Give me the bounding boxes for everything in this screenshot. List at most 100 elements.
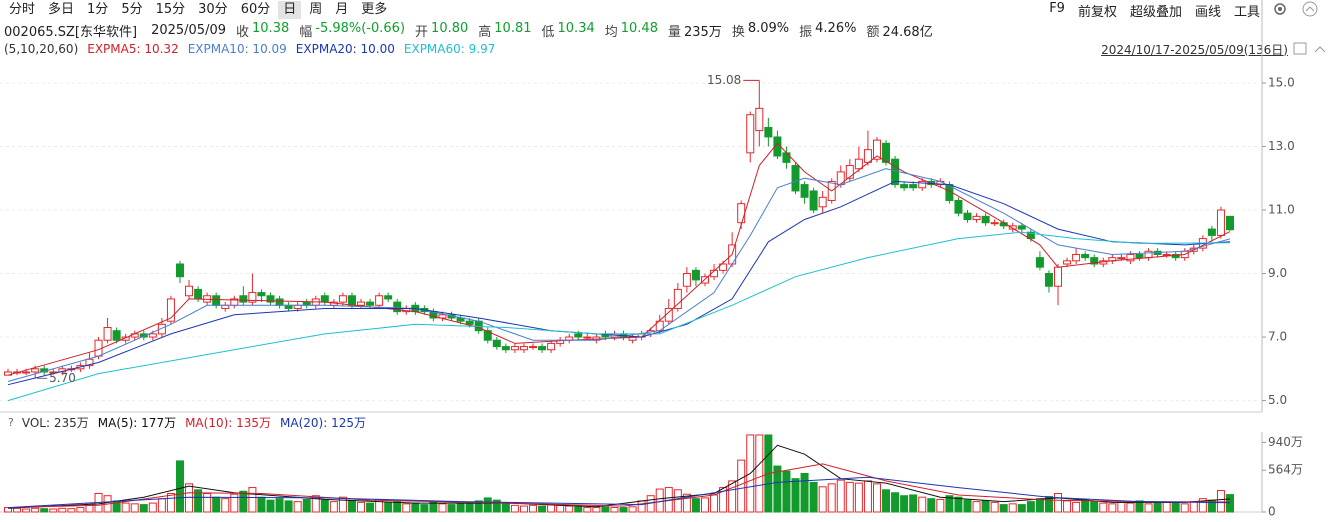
candle-body <box>1216 209 1225 236</box>
candle-body <box>1026 231 1035 240</box>
volume-bar <box>266 499 275 513</box>
volume-bar <box>1171 502 1180 513</box>
volume-bar <box>212 496 221 513</box>
period-tabs: 分时 多日 1分 5分 15分 30分 60分日周月更多 <box>0 1 395 19</box>
volume-bar <box>1108 503 1117 513</box>
volume-bar <box>185 483 194 513</box>
volume-bar <box>402 503 411 513</box>
volume-bar <box>67 508 76 513</box>
volume-bar <box>329 501 338 513</box>
y-tick-label: 5.0 <box>1268 393 1287 407</box>
volume-bar <box>438 503 447 513</box>
volume-bar <box>519 505 528 513</box>
line-series <box>7 444 1231 509</box>
tool-button[interactable]: 工具 <box>1233 4 1260 20</box>
volume-bar <box>1017 504 1026 513</box>
volume-bar <box>1144 503 1153 513</box>
period-tab[interactable]: 1分 <box>87 2 109 17</box>
help-icon[interactable]: ? <box>8 415 14 429</box>
volume-bar <box>311 495 320 513</box>
legend-entry: MA(5): 177万 <box>97 415 177 430</box>
period-tab[interactable]: 60分 <box>240 2 271 17</box>
up-icon[interactable] <box>1314 46 1326 53</box>
volume-bar <box>501 503 510 513</box>
period-tab[interactable]: 周 <box>309 2 323 17</box>
volume-bar <box>673 489 682 513</box>
quote-value: 10.48 <box>620 20 658 36</box>
quote-value: 10.38 <box>252 20 290 36</box>
volume-bar <box>1226 494 1234 513</box>
volume-bar <box>981 500 990 513</box>
candle-body <box>347 295 356 306</box>
quote-fields: 收 10.38 幅 -5.98%(-0.66) 开 10.80 高 10.81 低 10.34 均 1… <box>226 21 933 40</box>
candle-body <box>1090 257 1099 265</box>
period-tab[interactable]: 15分 <box>155 2 186 17</box>
volume-bar <box>1117 501 1126 513</box>
candle-body <box>22 371 31 374</box>
period-tab[interactable]: 5分 <box>121 2 143 17</box>
candle-body <box>918 180 927 189</box>
candle-body <box>755 107 764 132</box>
candle-body <box>791 165 800 192</box>
volume-bar <box>13 507 22 513</box>
tool-button[interactable]: 超级叠加 <box>1129 4 1182 20</box>
period-tab[interactable]: 多日 <box>48 2 75 17</box>
candle-body <box>1017 225 1026 230</box>
period-tab[interactable]: 日 <box>278 1 302 19</box>
tool-button[interactable]: 前复权 <box>1077 4 1117 20</box>
candle-body <box>185 285 194 297</box>
gear-center <box>1278 7 1282 11</box>
volume-bar <box>529 504 538 513</box>
tool-button[interactable]: 画线 <box>1194 4 1221 20</box>
volume-bar <box>547 504 556 513</box>
date-range[interactable]: 2024/10/17-2025/05/09(136日) <box>1101 42 1288 57</box>
period-tab[interactable]: 月 <box>335 2 349 17</box>
volume-bar <box>583 507 592 513</box>
candle-body <box>682 273 691 287</box>
volume-bar <box>230 493 239 513</box>
candle-body <box>809 190 818 211</box>
period-tab[interactable]: 更多 <box>361 2 388 17</box>
volume-bar-header: ? VOL: 235万 MA(5): 177万 MA(10): 135万 MA(20… <box>0 413 1328 431</box>
volume-bar <box>1081 498 1090 513</box>
candle-body <box>275 298 284 306</box>
candle-body <box>863 149 872 163</box>
quote-value: 10.34 <box>557 20 595 36</box>
legend-entry: EXPMA20: 10.00 <box>295 42 395 56</box>
volume-bar <box>1135 500 1144 513</box>
candle-body <box>157 323 166 335</box>
candle-body <box>673 288 682 309</box>
quote-value: 24.68亿 <box>882 24 933 40</box>
candle-body <box>510 346 519 351</box>
candle-body <box>474 320 483 332</box>
volume-bar <box>492 499 501 513</box>
candle-body <box>31 368 40 373</box>
collapse-icon[interactable] <box>1302 1 1318 17</box>
quote-label: 幅 <box>299 24 313 40</box>
wp-icon[interactable] <box>1293 42 1307 55</box>
candle-body <box>764 126 773 138</box>
candle-body <box>148 333 157 338</box>
volume-bar <box>1035 498 1044 513</box>
volume-bar <box>49 508 58 513</box>
volume-bar <box>610 507 619 513</box>
volume-bar <box>31 507 40 513</box>
volume-bar <box>538 505 547 513</box>
candle-body <box>583 336 592 339</box>
candle-body <box>103 327 112 341</box>
period-tab[interactable]: 30分 <box>198 2 228 17</box>
candle-body <box>782 152 791 163</box>
quote-label: 低 <box>541 24 555 40</box>
legend-entry: MA(10): 135万 <box>185 415 272 430</box>
candle-body <box>1135 253 1144 259</box>
volume-bar <box>248 487 257 513</box>
candle-body <box>1081 253 1090 259</box>
period-tab[interactable]: 分时 <box>9 2 36 17</box>
tool-button[interactable]: F9 <box>1049 0 1065 16</box>
volume-bar <box>628 506 637 513</box>
candle-body <box>492 339 501 348</box>
gear-icon[interactable] <box>1274 3 1286 15</box>
volume-bar <box>791 478 800 513</box>
